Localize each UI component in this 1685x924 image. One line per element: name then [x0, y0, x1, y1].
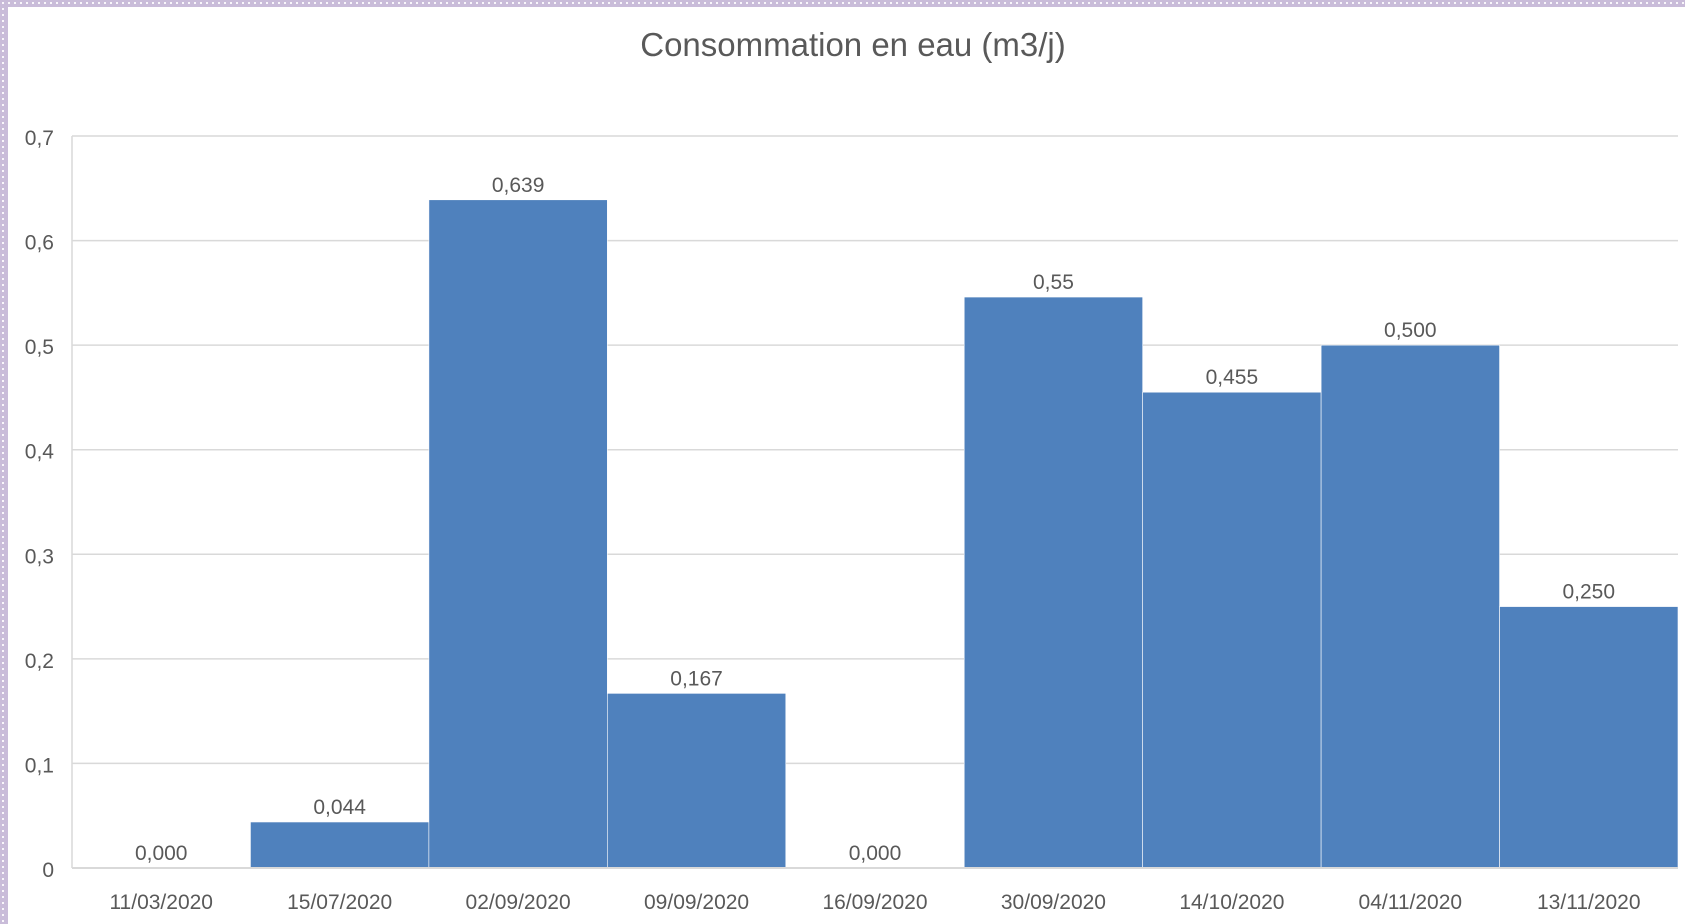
x-tick-label: 13/11/2020 [1537, 891, 1641, 914]
y-tick-label: 0,4 [25, 441, 55, 464]
y-tick-label: 0 [42, 859, 54, 882]
frame-border-left [0, 0, 8, 924]
x-axis-tick-labels: 11/03/2020 15/07/2020 02/09/2020 09/09/2020… [109, 891, 1640, 914]
data-labels: 0,000 0,044 0,639 0,167 0,000 0,55 0,455 0,500 0… [135, 174, 1615, 865]
bar [1320, 344, 1500, 869]
y-tick-label: 0,1 [25, 754, 54, 777]
data-label: 0,455 [1206, 366, 1259, 389]
x-tick-label: 16/09/2020 [822, 891, 927, 914]
x-tick-label: 02/09/2020 [466, 891, 571, 914]
frame-border-top [0, 0, 1685, 7]
y-tick-label: 0,6 [25, 232, 54, 255]
data-label: 0,000 [135, 842, 188, 865]
data-label: 0,044 [313, 796, 366, 819]
x-tick-label: 14/10/2020 [1179, 891, 1284, 914]
y-tick-label: 0,2 [25, 650, 54, 673]
y-tick-label: 0,7 [25, 127, 54, 150]
data-label: 0,167 [670, 667, 723, 690]
axes [71, 136, 1678, 869]
data-label: 0,000 [849, 842, 902, 865]
bar [428, 199, 608, 869]
bars [250, 199, 1679, 869]
x-tick-label: 09/09/2020 [644, 891, 749, 914]
data-label: 0,639 [492, 174, 545, 197]
x-tick-label: 15/07/2020 [287, 891, 392, 914]
bar [1499, 606, 1679, 869]
x-tick-label: 04/11/2020 [1359, 891, 1463, 914]
bar [250, 821, 430, 869]
data-label: 0,55 [1033, 271, 1074, 294]
y-tick-label: 0,5 [25, 336, 54, 359]
x-tick-label: 30/09/2020 [1001, 891, 1106, 914]
data-label: 0,250 [1562, 581, 1615, 604]
bar [963, 296, 1143, 869]
y-axis-tick-labels: 0 0,1 0,2 0,3 0,4 0,5 0,6 0,7 [25, 127, 55, 882]
data-label: 0,500 [1384, 319, 1437, 342]
bar [607, 693, 787, 869]
y-tick-label: 0,3 [25, 545, 54, 568]
bar [1142, 391, 1322, 869]
chart-title: Consommation en eau (m3/j) [640, 26, 1066, 63]
x-tick-label: 11/03/2020 [109, 891, 213, 914]
